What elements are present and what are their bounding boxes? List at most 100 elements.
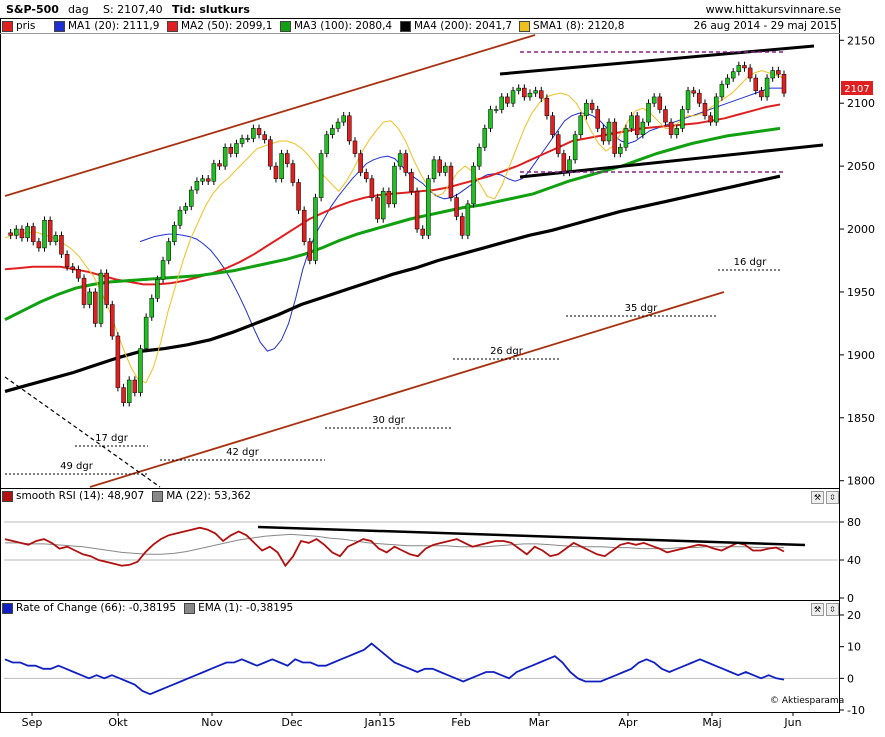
candle-body: [104, 272, 109, 305]
candle-body: [522, 87, 527, 98]
candle-body: [70, 266, 75, 270]
candle-body: [234, 143, 239, 154]
period-label: dag: [68, 3, 89, 16]
candle-body: [516, 87, 521, 91]
roc-ema-swatch: [184, 602, 196, 614]
roc-swatch: [2, 602, 13, 614]
candle-body: [87, 291, 92, 305]
candle-body: [76, 269, 81, 279]
candle-body: [747, 67, 753, 79]
series-line-ma3-100-: [4, 126, 781, 321]
rsi-ma-legend-label: MA (22): 53,362: [166, 490, 251, 502]
series-line-sma1-8-: [4, 69, 785, 384]
candle-body: [488, 109, 493, 129]
cycle-annotation-label: 35 dgr: [625, 303, 659, 314]
candle-body: [770, 70, 775, 79]
candle-body: [347, 115, 352, 142]
candle-body: [431, 159, 437, 179]
candle-body: [53, 235, 59, 242]
x-tick-label: Jun: [783, 716, 801, 729]
legend-swatch: [2, 20, 13, 32]
legend-label: MA1 (20): 2111,9: [68, 20, 160, 32]
candle-body: [14, 228, 19, 236]
legend-label: MA3 (100): 2080,4: [294, 20, 393, 32]
x-tick-label: Okt: [108, 716, 128, 729]
candle-body: [454, 197, 459, 217]
candle-body: [256, 128, 262, 135]
candle-body: [646, 102, 651, 123]
candle-body: [177, 209, 183, 226]
legend-item: MA2 (50): 2099,1: [167, 20, 272, 32]
candle-body: [352, 140, 358, 154]
rsi-zoom-icon[interactable]: ⇳: [826, 491, 839, 504]
main-y-tick-label: 1900: [847, 349, 875, 362]
candle-body: [640, 121, 646, 135]
rsi-ma-swatch: [152, 490, 164, 502]
candle-body: [330, 128, 335, 135]
legend-item: pris: [2, 20, 35, 32]
candle-body: [81, 277, 87, 305]
series-line-smooth-rsi-14-: [4, 526, 785, 568]
candle-body: [443, 165, 448, 173]
candle-body: [527, 92, 533, 98]
main-y-tick-label: 1950: [847, 286, 875, 299]
rsi-settings-icon[interactable]: ⚒: [811, 491, 824, 504]
candle-body: [618, 147, 623, 154]
roc-y-tick-label: 10: [847, 641, 861, 654]
candle-body: [386, 191, 392, 205]
roc-zoom-icon[interactable]: ⇳: [826, 603, 839, 616]
date-range: 26 aug 2014 - 29 maj 2015: [693, 20, 837, 32]
main-y-tick-label: 1850: [847, 412, 875, 425]
legend-swatch: [167, 20, 178, 32]
x-tick-label: Dec: [281, 716, 302, 729]
roc-settings-icon[interactable]: ⚒: [811, 603, 824, 616]
candle-body: [448, 165, 454, 198]
candle-body: [685, 90, 691, 110]
candle-body: [572, 134, 578, 161]
last-value: S: 2107,40: [103, 3, 163, 16]
main-y-tick-label: 2050: [847, 160, 875, 173]
main-y-tick-label: 2150: [847, 34, 875, 47]
candle-body: [657, 96, 663, 110]
rsi-legend-label: smooth RSI (14): 48,907: [16, 490, 145, 502]
candle-body: [719, 84, 725, 98]
candle-body: [725, 77, 730, 85]
candle-body: [166, 241, 171, 261]
candle-body: [36, 241, 42, 249]
x-tick-label: Nov: [201, 716, 223, 729]
candle-body: [403, 153, 409, 173]
candle-body: [307, 241, 313, 261]
candle-body: [47, 219, 53, 242]
candle-body: [59, 235, 64, 255]
x-tick-label: Maj: [702, 716, 721, 729]
candle-body: [200, 178, 205, 182]
candle-body: [160, 260, 166, 280]
last-price-badge-label: 2107: [844, 84, 869, 95]
candle-body: [149, 298, 155, 318]
candle-body: [674, 128, 679, 135]
legend-item: SMA1 (8): 2120,8: [519, 20, 624, 32]
candle-body: [584, 102, 589, 117]
x-tick-label: Jan15: [364, 716, 396, 729]
legend-swatch: [280, 20, 291, 32]
candle-body: [764, 77, 770, 98]
legend-label: pris: [16, 20, 36, 32]
candle-body: [499, 96, 505, 110]
candle-body: [392, 165, 397, 205]
candle-body: [634, 115, 640, 135]
candle-body: [397, 153, 403, 167]
candle-body: [578, 115, 584, 135]
candle-body: [126, 379, 132, 403]
main-y-tick-label: 1800: [847, 475, 875, 488]
trend-line: [89, 291, 725, 488]
candle-body: [8, 232, 13, 236]
candle-body: [245, 138, 250, 140]
candle-body: [301, 209, 307, 242]
roc-pane-frame: [0, 600, 840, 713]
candle-body: [420, 228, 425, 236]
candle-body: [364, 172, 369, 179]
cycle-annotation-label: 42 dgr: [226, 447, 260, 458]
rsi-y-tick-label: 0: [847, 592, 854, 605]
candle-body: [172, 225, 177, 242]
